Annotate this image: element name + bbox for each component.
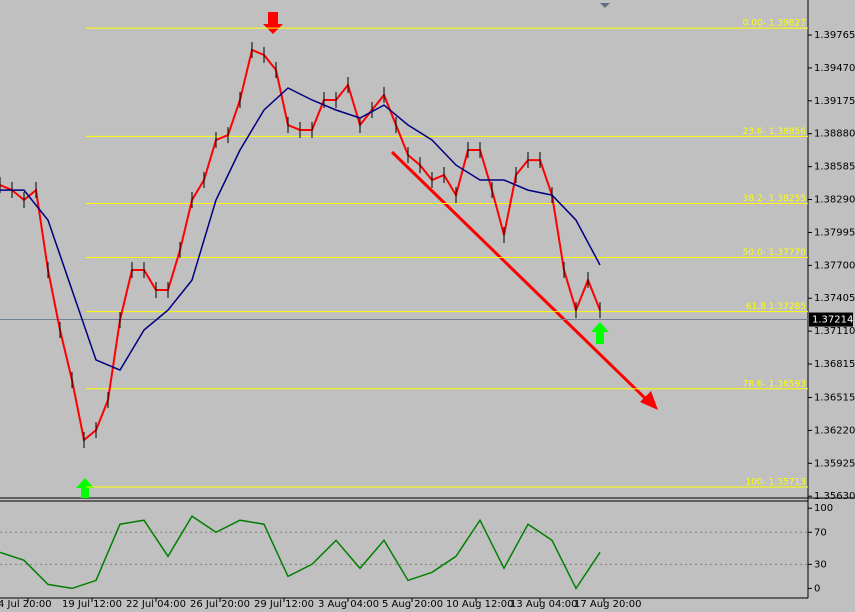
y-tick-label: 1.38880 [814,129,855,140]
series-line [0,515,601,590]
y-tick-label: 1.36815 [814,359,855,370]
x-tick-label: 26 Jul 20:00 [190,599,250,610]
trend-arrow-head [640,391,658,410]
current-price-label: 1.37214 [812,315,853,326]
y-tick-label: 1.39175 [814,96,855,107]
x-tick-label: 19 Jul 12:00 [62,599,122,610]
y-tick-label: 1.36515 [814,393,855,404]
x-tick-label: 10 Aug 12:00 [446,599,513,610]
buy-arrow [76,478,94,498]
current-price-box [809,312,853,327]
y-tick-label: 1.37110 [814,326,855,337]
y-tick-label: 1.38290 [814,195,855,206]
fib-label: 0.00- 1.39827 [743,19,806,29]
x-tick-label: 29 Jul 12:00 [254,599,314,610]
y-tick-label: 1.39765 [814,30,855,41]
buy-arrow [591,322,609,344]
fib-label: 100- 1.35713 [745,477,806,487]
fib-label: 23.6- 1.38856 [743,127,807,137]
y-tick-label: 30 [814,559,827,570]
y-tick-label: 1.37700 [814,260,855,271]
x-tick-label: 22 Jul 04:00 [126,599,186,610]
y-tick-label: 1.37995 [814,227,855,238]
fib-label: 50.0- 1.37770 [743,248,807,258]
scroll-marker [600,3,610,8]
fib-label: 61.8 1.37285 [746,302,806,312]
x-tick-label: 4 Jul 20:00 [0,599,52,610]
y-tick-label: 1.36220 [814,425,855,436]
x-tick-label: 5 Aug 20:00 [382,599,443,610]
y-tick-label: 1.39470 [814,63,855,74]
y-tick-label: 100 [814,503,833,514]
trend-arrow [390,150,652,405]
x-tick-label: 17 Aug 20:00 [574,599,641,610]
fib-label: 78.6- 1.36593 [743,379,806,389]
fib-label: 38.2- 1.38255 [743,194,806,204]
y-tick-label: 70 [814,527,827,538]
x-tick-label: 13 Aug 04:00 [510,599,577,610]
y-tick-label: 1.38585 [814,162,855,173]
y-tick-label: 1.37405 [814,293,855,304]
x-tick-label: 3 Aug 04:00 [318,599,379,610]
y-tick-label: 0 [814,583,820,594]
series-line [0,87,601,372]
y-tick-label: 1.35630 [814,491,855,502]
y-tick-label: 1.35925 [814,458,855,469]
